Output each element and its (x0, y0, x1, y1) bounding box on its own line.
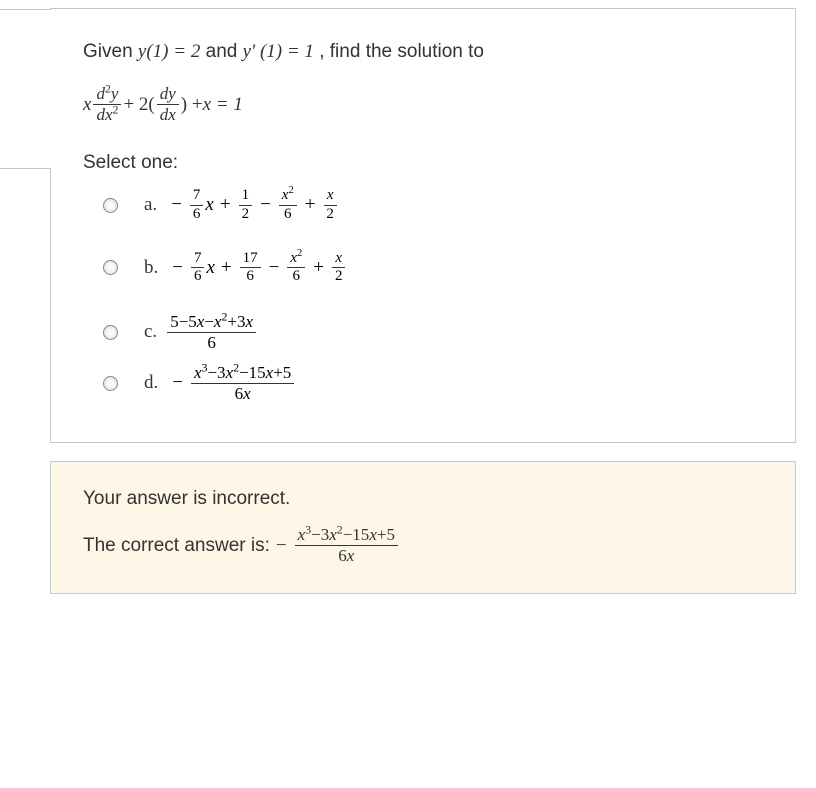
correct-answer-line: The correct answer is: − x3−3x2−15x+5 6x (83, 526, 763, 565)
option-b-math: − 76 x + 176 − x26 + x2 (166, 251, 347, 286)
radio-d[interactable] (103, 376, 118, 391)
option-c-math: 5−5x−x2+3x 6 (165, 313, 258, 352)
radio-a[interactable] (103, 198, 118, 213)
radio-b[interactable] (103, 260, 118, 275)
frac-d2y-dx2: d2y dx2 (93, 85, 121, 124)
option-d[interactable]: d. − x3−3x2−15x+5 6x (103, 364, 763, 403)
correct-answer-math: − x3−3x2−15x+5 6x (270, 526, 400, 565)
option-c[interactable]: c. 5−5x−x2+3x 6 (103, 313, 763, 352)
select-one-label: Select one: (83, 152, 763, 174)
question-box: Given y(1) = 2 and y′ (1) = 1 , find the… (50, 8, 796, 443)
option-a-label: a. (144, 194, 157, 216)
differential-equation: x d2y dx2 + 2( dy dx ) + x = 1 (83, 85, 243, 124)
option-d-math: − x3−3x2−15x+5 6x (166, 364, 296, 403)
condition-2: y′ (1) = 1 (243, 37, 314, 67)
option-b[interactable]: b. − 76 x + 176 − x26 + x2 (103, 251, 763, 286)
feedback-box: Your answer is incorrect. The correct an… (50, 461, 796, 594)
question-prompt: Given y(1) = 2 and y′ (1) = 1 , find the… (83, 37, 763, 67)
options-list: a. − 76 x + 12 − x26 + x2 b. − 76 x + 17… (103, 188, 763, 402)
question-tab-marker (0, 9, 51, 169)
option-a[interactable]: a. − 76 x + 12 − x26 + x2 (103, 188, 763, 223)
feedback-incorrect: Your answer is incorrect. (83, 488, 763, 510)
frac-dy-dx: dy dx (157, 85, 179, 124)
prompt-suffix: , find the solution to (319, 41, 484, 62)
option-a-math: − 76 x + 12 − x26 + x2 (165, 188, 339, 223)
option-b-label: b. (144, 257, 158, 279)
prompt-prefix: Given (83, 41, 138, 62)
prompt-and: and (206, 41, 243, 62)
option-c-label: c. (144, 321, 157, 343)
option-d-label: d. (144, 372, 158, 394)
condition-1: y(1) = 2 (138, 37, 200, 67)
correct-prefix: The correct answer is: (83, 535, 270, 557)
radio-c[interactable] (103, 325, 118, 340)
